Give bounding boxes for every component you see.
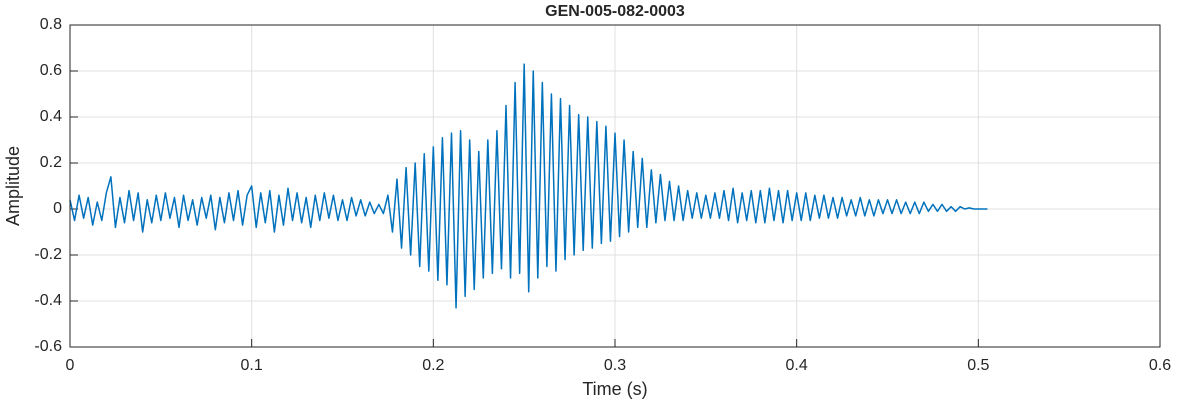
x-tick-label: 0.3 [604,357,626,374]
x-tick-label: 0.6 [1149,357,1171,374]
y-tick-label: 0.2 [40,154,62,171]
y-tick-label: -0.4 [34,292,62,309]
x-tick-label: 0.2 [422,357,444,374]
y-tick-label: -0.6 [34,338,62,355]
y-tick-label: 0.8 [40,16,62,33]
x-tick-label: 0.5 [967,357,989,374]
axes-box [69,24,1161,348]
x-tick-label: 0.1 [241,357,263,374]
y-tick-label: 0.6 [40,62,62,79]
waveform [69,63,988,309]
x-tick-label: 0.4 [786,357,808,374]
y-tick-label: 0.4 [40,108,62,125]
chart-title: GEN-005-082-0003 [545,3,685,20]
x-tick-label: 0 [66,357,75,374]
y-tick-label: 0 [53,200,62,217]
y-tick-label: -0.2 [34,246,62,263]
x-axis-label: Time (s) [582,379,647,399]
y-axis-label: Amplitude [3,146,23,226]
